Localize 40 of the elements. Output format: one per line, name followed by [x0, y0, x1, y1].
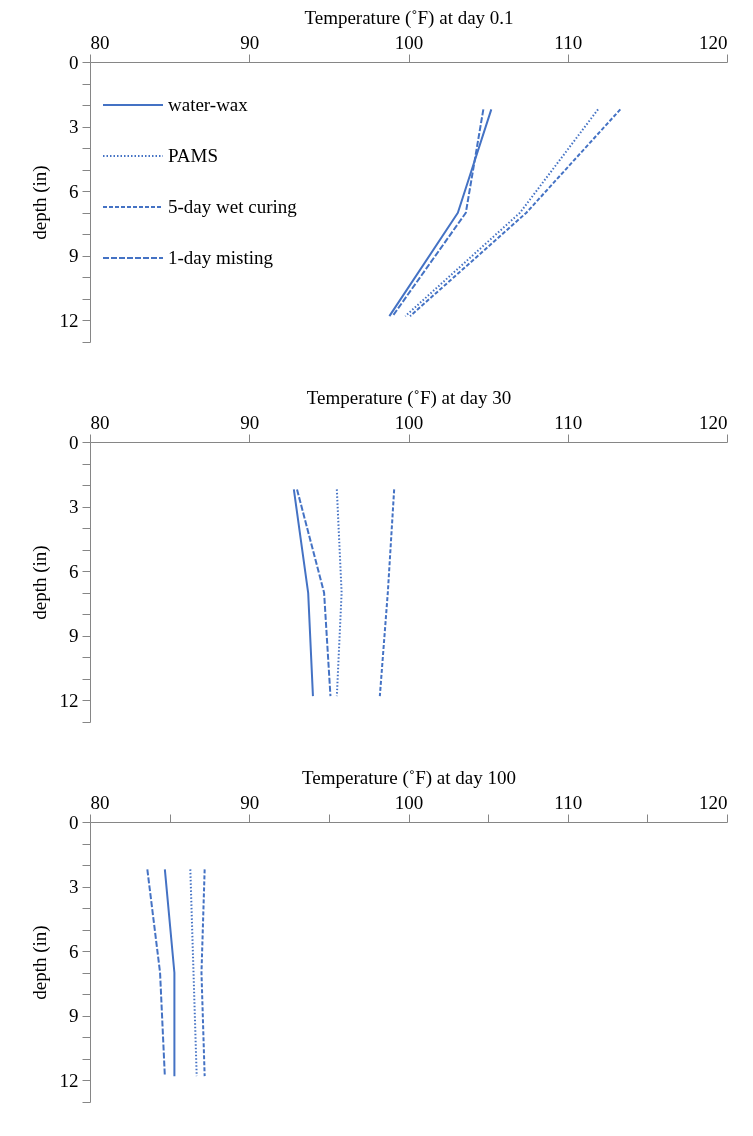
y-axis-title: depth (in) — [28, 165, 51, 240]
x-axis-title: Temperature (˚F) at day 100 — [302, 766, 516, 789]
y-tick-label: 6 — [69, 940, 79, 962]
x-axis-title: Temperature (˚F) at day 30 — [306, 386, 512, 409]
x-tick-label: 100 — [394, 791, 424, 813]
y-tick-label: 9 — [69, 625, 79, 647]
x-tick-label: 120 — [699, 411, 728, 433]
y-axis-title: depth (in) — [28, 925, 51, 1000]
legend-label: water-wax — [168, 94, 249, 115]
x-tick-label: 120 — [699, 31, 728, 53]
legend-label: PAMS — [168, 145, 219, 166]
y-tick-label: 12 — [59, 1069, 79, 1091]
legend-label: 5-day wet curing — [168, 196, 298, 217]
y-tick-label: 3 — [69, 116, 79, 138]
x-tick-label: 80 — [90, 411, 110, 433]
y-tick-label: 3 — [69, 876, 79, 898]
y-tick-label: 0 — [69, 431, 79, 453]
x-tick-label: 100 — [394, 411, 424, 433]
x-tick-label: 110 — [554, 31, 583, 53]
x-tick-label: 110 — [554, 411, 583, 433]
y-axis-title: depth (in) — [28, 545, 51, 620]
y-tick-label: 12 — [59, 309, 79, 331]
x-tick-label: 90 — [240, 31, 260, 53]
legend-label: 1-day misting — [168, 247, 274, 268]
x-axis-title: Temperature (˚F) at day 0.1 — [304, 6, 514, 29]
y-tick-label: 6 — [69, 180, 79, 202]
x-tick-label: 80 — [90, 791, 110, 813]
y-tick-label: 6 — [69, 560, 79, 582]
x-tick-label: 80 — [90, 31, 110, 53]
x-tick-label: 90 — [240, 411, 260, 433]
x-tick-label: 110 — [554, 791, 583, 813]
y-tick-label: 9 — [69, 245, 79, 267]
y-tick-label: 3 — [69, 496, 79, 518]
x-tick-label: 100 — [394, 31, 424, 53]
x-tick-label: 90 — [240, 791, 260, 813]
y-tick-label: 9 — [69, 1005, 79, 1027]
x-tick-label: 120 — [699, 791, 728, 813]
y-tick-label: 0 — [69, 811, 79, 833]
y-tick-label: 0 — [69, 51, 79, 73]
y-tick-label: 12 — [59, 689, 79, 711]
